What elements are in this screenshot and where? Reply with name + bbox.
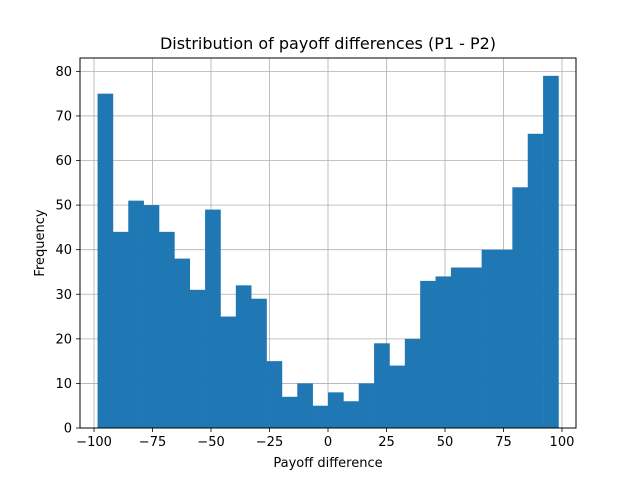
histogram-bar	[266, 361, 283, 428]
histogram-bar	[543, 75, 559, 428]
histogram-bar	[312, 405, 329, 428]
x-tick-label: −100	[76, 435, 112, 450]
histogram-bar	[450, 267, 467, 428]
histogram-bar	[297, 383, 313, 428]
histogram-bar	[251, 298, 267, 428]
histogram-bar	[128, 200, 144, 428]
histogram-bar	[404, 338, 421, 428]
histogram-bar	[466, 267, 482, 428]
x-tick-label: 50	[437, 435, 454, 450]
histogram-bar	[235, 285, 252, 428]
histogram-bar	[358, 383, 375, 428]
y-axis-label: Frequency	[33, 209, 48, 276]
histogram-bar	[205, 209, 221, 428]
x-tick-label: −50	[197, 435, 224, 450]
x-axis-ticks: −100 −75 −50 −25 0 25 50 75 100	[76, 428, 574, 450]
histogram-bar	[159, 231, 175, 428]
y-tick-label: 40	[55, 243, 72, 258]
bars-layer	[97, 75, 559, 428]
histogram-bar	[420, 280, 436, 428]
x-tick-label: 0	[324, 435, 332, 450]
y-tick-label: 20	[55, 332, 72, 347]
histogram-bar	[343, 401, 360, 428]
x-tick-label: −25	[256, 435, 283, 450]
x-tick-label: 100	[550, 435, 575, 450]
histogram-bar	[281, 396, 298, 428]
histogram-bar	[389, 365, 406, 428]
histogram-bar	[112, 231, 129, 428]
y-tick-label: 0	[64, 422, 72, 437]
histogram-bar	[512, 187, 529, 428]
histogram-bar	[481, 249, 498, 428]
y-tick-label: 30	[55, 288, 72, 303]
histogram-bar	[189, 289, 206, 428]
histogram-bar	[97, 93, 114, 428]
x-tick-label: 25	[378, 435, 395, 450]
histogram-bar	[527, 133, 544, 428]
histogram-bar	[174, 258, 191, 428]
histogram-bar	[435, 276, 452, 428]
y-tick-label: 60	[55, 154, 72, 169]
histogram-bar	[143, 205, 160, 428]
x-axis-label: Payoff difference	[273, 456, 382, 471]
chart-title: Distribution of payoff differences (P1 -…	[160, 34, 496, 53]
x-tick-label: 75	[495, 435, 512, 450]
x-tick-label: −75	[139, 435, 166, 450]
histogram-bar	[220, 316, 237, 428]
histogram-bar	[496, 249, 513, 428]
histogram-bar	[374, 343, 390, 428]
y-axis-ticks: 0 10 20 30 40 50 60 70 80	[55, 65, 80, 437]
y-tick-label: 80	[55, 65, 72, 80]
y-tick-label: 10	[55, 377, 72, 392]
y-tick-label: 50	[55, 199, 72, 214]
histogram-bar	[328, 392, 344, 428]
y-tick-label: 70	[55, 109, 72, 124]
